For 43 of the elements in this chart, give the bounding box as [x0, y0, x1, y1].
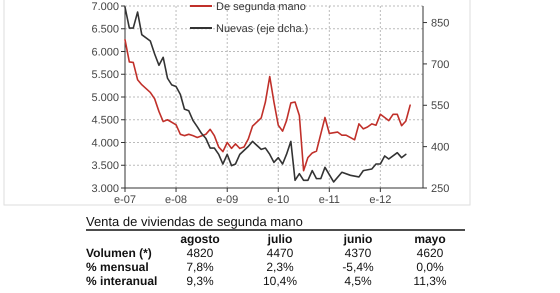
x-tick-label: e-07: [114, 194, 136, 206]
text: 4470: [266, 246, 294, 260]
text: 9,3%: [186, 274, 214, 288]
x-tick-label: e-08: [165, 194, 188, 206]
text: julio: [266, 232, 292, 246]
line-series: [124, 38, 411, 172]
text: agosto: [180, 232, 220, 246]
y-tick-label: 6.500: [91, 24, 119, 36]
text: 0,0%: [416, 260, 444, 274]
text: mayo: [414, 232, 446, 246]
y-tick-label: 4.000: [91, 137, 119, 150]
text: 2,3%: [266, 260, 294, 274]
text: Volumen (*): [86, 246, 152, 260]
y-tick-label: 5.500: [91, 69, 119, 82]
x-tick-label: e-09: [216, 194, 238, 206]
y2-tick-label: 700: [431, 58, 450, 71]
y-tick-label: 6.000: [91, 46, 119, 58]
text: -5,4%: [342, 260, 374, 274]
y-tick-label: 3.000: [91, 182, 119, 195]
text: 4,5%: [344, 274, 372, 288]
y-tick-label: 4.500: [91, 114, 119, 127]
text: 11,3%: [413, 274, 447, 288]
y2-tick-label: 550: [431, 100, 450, 112]
text: 4620: [416, 246, 444, 260]
y-tick-label: 7.000: [91, 0, 119, 13]
x-tick-label: e-10: [267, 194, 290, 206]
y-tick-label: 5.000: [91, 92, 119, 104]
text: 4370: [344, 246, 372, 260]
text: 4820: [186, 246, 214, 260]
y-tick-label: 3.500: [91, 160, 119, 172]
text: % mensual: [86, 260, 149, 274]
x-tick-label: e-11: [318, 194, 340, 206]
text: 7,8%: [186, 260, 214, 274]
legend-label: Nuevas (eje dcha.): [216, 22, 308, 35]
y2-tick-label: 400: [431, 141, 450, 154]
text: junio: [342, 232, 372, 246]
y2-tick-label: 850: [431, 17, 450, 30]
legend-label: De segunda mano: [216, 0, 306, 13]
text: 10,4%: [262, 274, 298, 288]
text: Venta de viviendas de segunda mano: [86, 214, 303, 229]
x-tick-label: e-12: [369, 194, 392, 206]
y2-tick-label: 250: [431, 182, 450, 195]
text: % interanual: [86, 274, 158, 288]
